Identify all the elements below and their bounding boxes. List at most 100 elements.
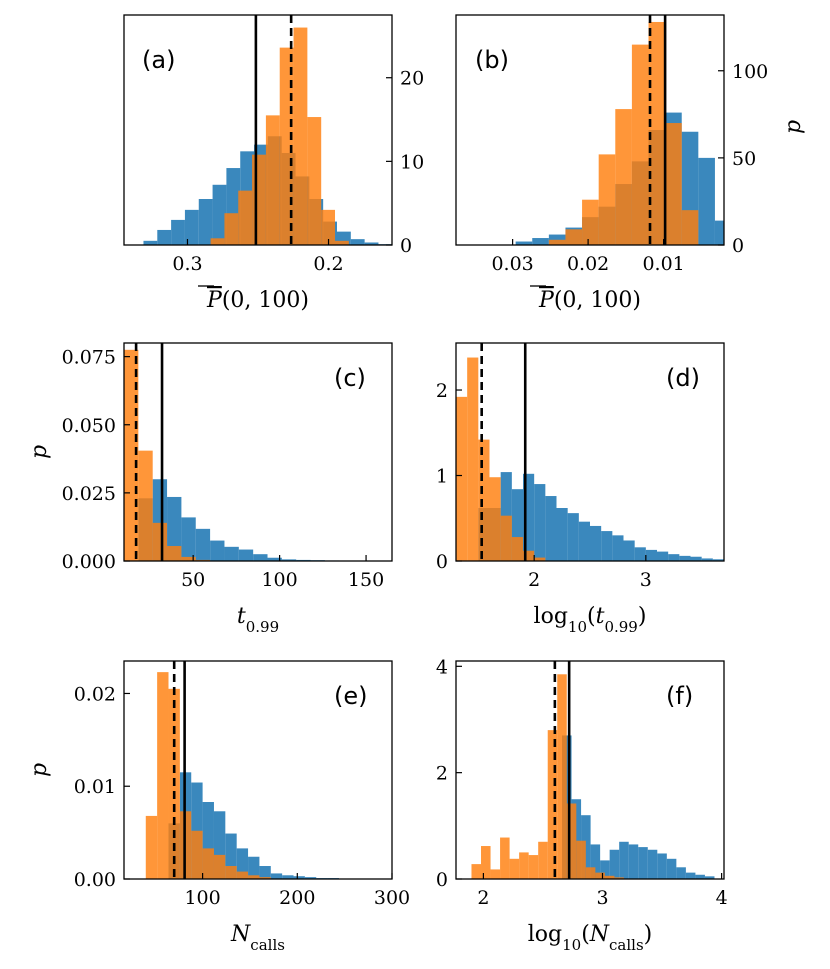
orange-histogram-bar bbox=[598, 154, 616, 245]
axes-frame bbox=[455, 660, 725, 880]
panel-tag: (a) bbox=[142, 46, 175, 74]
blue-histogram-bar bbox=[698, 157, 715, 245]
orange-histogram-bar bbox=[157, 672, 169, 879]
orange-histogram-bar bbox=[547, 730, 558, 879]
y-tick-label: 0.025 bbox=[62, 483, 116, 505]
blue-histogram-bar bbox=[282, 875, 294, 879]
orange-histogram-bar bbox=[181, 556, 196, 561]
blue-histogram-bar bbox=[143, 240, 158, 245]
orange-histogram-bar bbox=[681, 210, 699, 245]
orange-histogram-bar bbox=[665, 123, 682, 245]
blue-histogram-bar bbox=[701, 558, 713, 561]
blue-histogram-bar bbox=[157, 229, 172, 245]
blue-histogram-bar bbox=[534, 484, 546, 561]
blue-histogram-bar bbox=[213, 811, 226, 879]
orange-histogram-bar bbox=[534, 557, 546, 561]
orange-histogram-bar bbox=[648, 21, 666, 245]
panel-f: 2 3 4 0 2 4 log10(Ncalls) (f) bbox=[436, 656, 728, 954]
orange-histogram-bar bbox=[202, 848, 214, 879]
orange-histogram-bar bbox=[576, 840, 586, 879]
orange-histogram-bar bbox=[595, 872, 605, 879]
orange-histogram-bar bbox=[538, 841, 548, 879]
blue-histogram-bar bbox=[238, 549, 254, 561]
orange-histogram-bar bbox=[293, 27, 308, 245]
blue-histogram-bar bbox=[657, 551, 669, 561]
blue-histogram-bar bbox=[545, 496, 557, 561]
y-tick-label: 0.01 bbox=[74, 776, 116, 798]
x-tick-label: 0.02 bbox=[567, 253, 609, 275]
y-tick-label: 0.00 bbox=[74, 869, 116, 891]
orange-histogram-bar bbox=[631, 44, 649, 245]
blue-histogram-bar bbox=[198, 199, 213, 245]
plot-area bbox=[124, 343, 383, 561]
blue-histogram-bar bbox=[704, 876, 715, 879]
orange-histogram-bar bbox=[500, 837, 510, 879]
blue-histogram-bar bbox=[623, 540, 635, 561]
orange-histogram-bar bbox=[471, 864, 482, 879]
blue-histogram-bar bbox=[515, 241, 533, 245]
blue-histogram-bar bbox=[600, 860, 610, 879]
orange-histogram-bar bbox=[467, 357, 479, 561]
y-tick-label: 0 bbox=[436, 551, 448, 573]
orange-histogram-bar bbox=[248, 875, 260, 879]
blue-histogram-bar bbox=[224, 546, 239, 561]
blue-histogram-bar bbox=[668, 554, 680, 561]
panel-b: 0.03 0.02 0.01 0 50 100 P(0, 100) p (b) bbox=[455, 14, 806, 313]
y-tick-label: 0.050 bbox=[62, 415, 116, 437]
y-tick-label: 0.000 bbox=[62, 551, 116, 573]
orange-histogram-bar bbox=[604, 875, 615, 879]
orange-histogram-bar bbox=[511, 537, 523, 561]
blue-histogram-bar bbox=[590, 525, 602, 561]
axes-frame bbox=[123, 660, 393, 880]
orange-histogram-bar bbox=[582, 199, 599, 245]
orange-histogram-bar bbox=[145, 815, 158, 879]
x-tick-label: 100 bbox=[261, 569, 297, 591]
orange-histogram-bar bbox=[566, 803, 577, 879]
x-tick-label: 300 bbox=[374, 887, 410, 909]
blue-histogram-bar bbox=[202, 802, 214, 879]
y-tick-label: 0.075 bbox=[62, 347, 116, 369]
panel-d: 2 3 0 1 2 log10(t0.99) (d) bbox=[436, 342, 725, 636]
blue-histogram-bar bbox=[267, 557, 282, 561]
x-axis-label: t0.99 bbox=[237, 604, 279, 636]
orange-histogram-bar bbox=[557, 674, 567, 879]
y-tick-label: 0 bbox=[732, 235, 744, 257]
axes-frame bbox=[455, 342, 725, 562]
blue-histogram-bar bbox=[638, 847, 648, 879]
x-axis-label: log10(t0.99) bbox=[534, 604, 647, 636]
panel-a: 0.3 0.2 0 10 20 P(0, 100) (a) bbox=[123, 14, 424, 313]
blue-histogram-bar bbox=[212, 184, 227, 245]
blue-histogram-bar bbox=[364, 242, 379, 245]
orange-histogram-bar bbox=[335, 240, 349, 245]
blue-histogram-bar bbox=[281, 559, 297, 561]
x-axis-label: log10(Ncalls) bbox=[528, 922, 653, 954]
blue-histogram-bar bbox=[685, 872, 696, 879]
blue-histogram-bar bbox=[581, 815, 591, 879]
orange-histogram-bar bbox=[519, 852, 529, 879]
x-axis-label: P(0, 100) bbox=[538, 288, 641, 313]
blue-histogram-bar bbox=[690, 556, 702, 561]
blue-histogram-bar bbox=[666, 858, 677, 879]
blue-histogram-bar bbox=[601, 531, 613, 561]
panel-tag: (d) bbox=[666, 364, 700, 392]
orange-histogram-bar bbox=[489, 477, 501, 561]
blue-histogram-bar bbox=[609, 849, 620, 879]
y-tick-label: 2 bbox=[436, 380, 448, 402]
panel-tag: (b) bbox=[475, 46, 509, 74]
blue-histogram-bar bbox=[181, 517, 196, 561]
orange-histogram-bar bbox=[307, 117, 322, 245]
blue-histogram-bar bbox=[647, 849, 658, 879]
orange-histogram-bar bbox=[500, 515, 512, 561]
plot-area bbox=[515, 15, 724, 245]
plot-area bbox=[471, 661, 715, 879]
blue-histogram-bar bbox=[171, 219, 185, 245]
blue-histogram-bar bbox=[167, 496, 182, 561]
orange-histogram-bar bbox=[565, 229, 583, 245]
orange-histogram-bar bbox=[478, 439, 490, 561]
axes-frame bbox=[123, 342, 393, 562]
y-tick-label: 1 bbox=[436, 466, 448, 488]
x-axis-label: P(0, 100) bbox=[206, 288, 309, 313]
y-tick-label: 0 bbox=[436, 869, 448, 891]
x-tick-label: 3 bbox=[640, 569, 652, 591]
blue-histogram-bar bbox=[714, 220, 724, 245]
